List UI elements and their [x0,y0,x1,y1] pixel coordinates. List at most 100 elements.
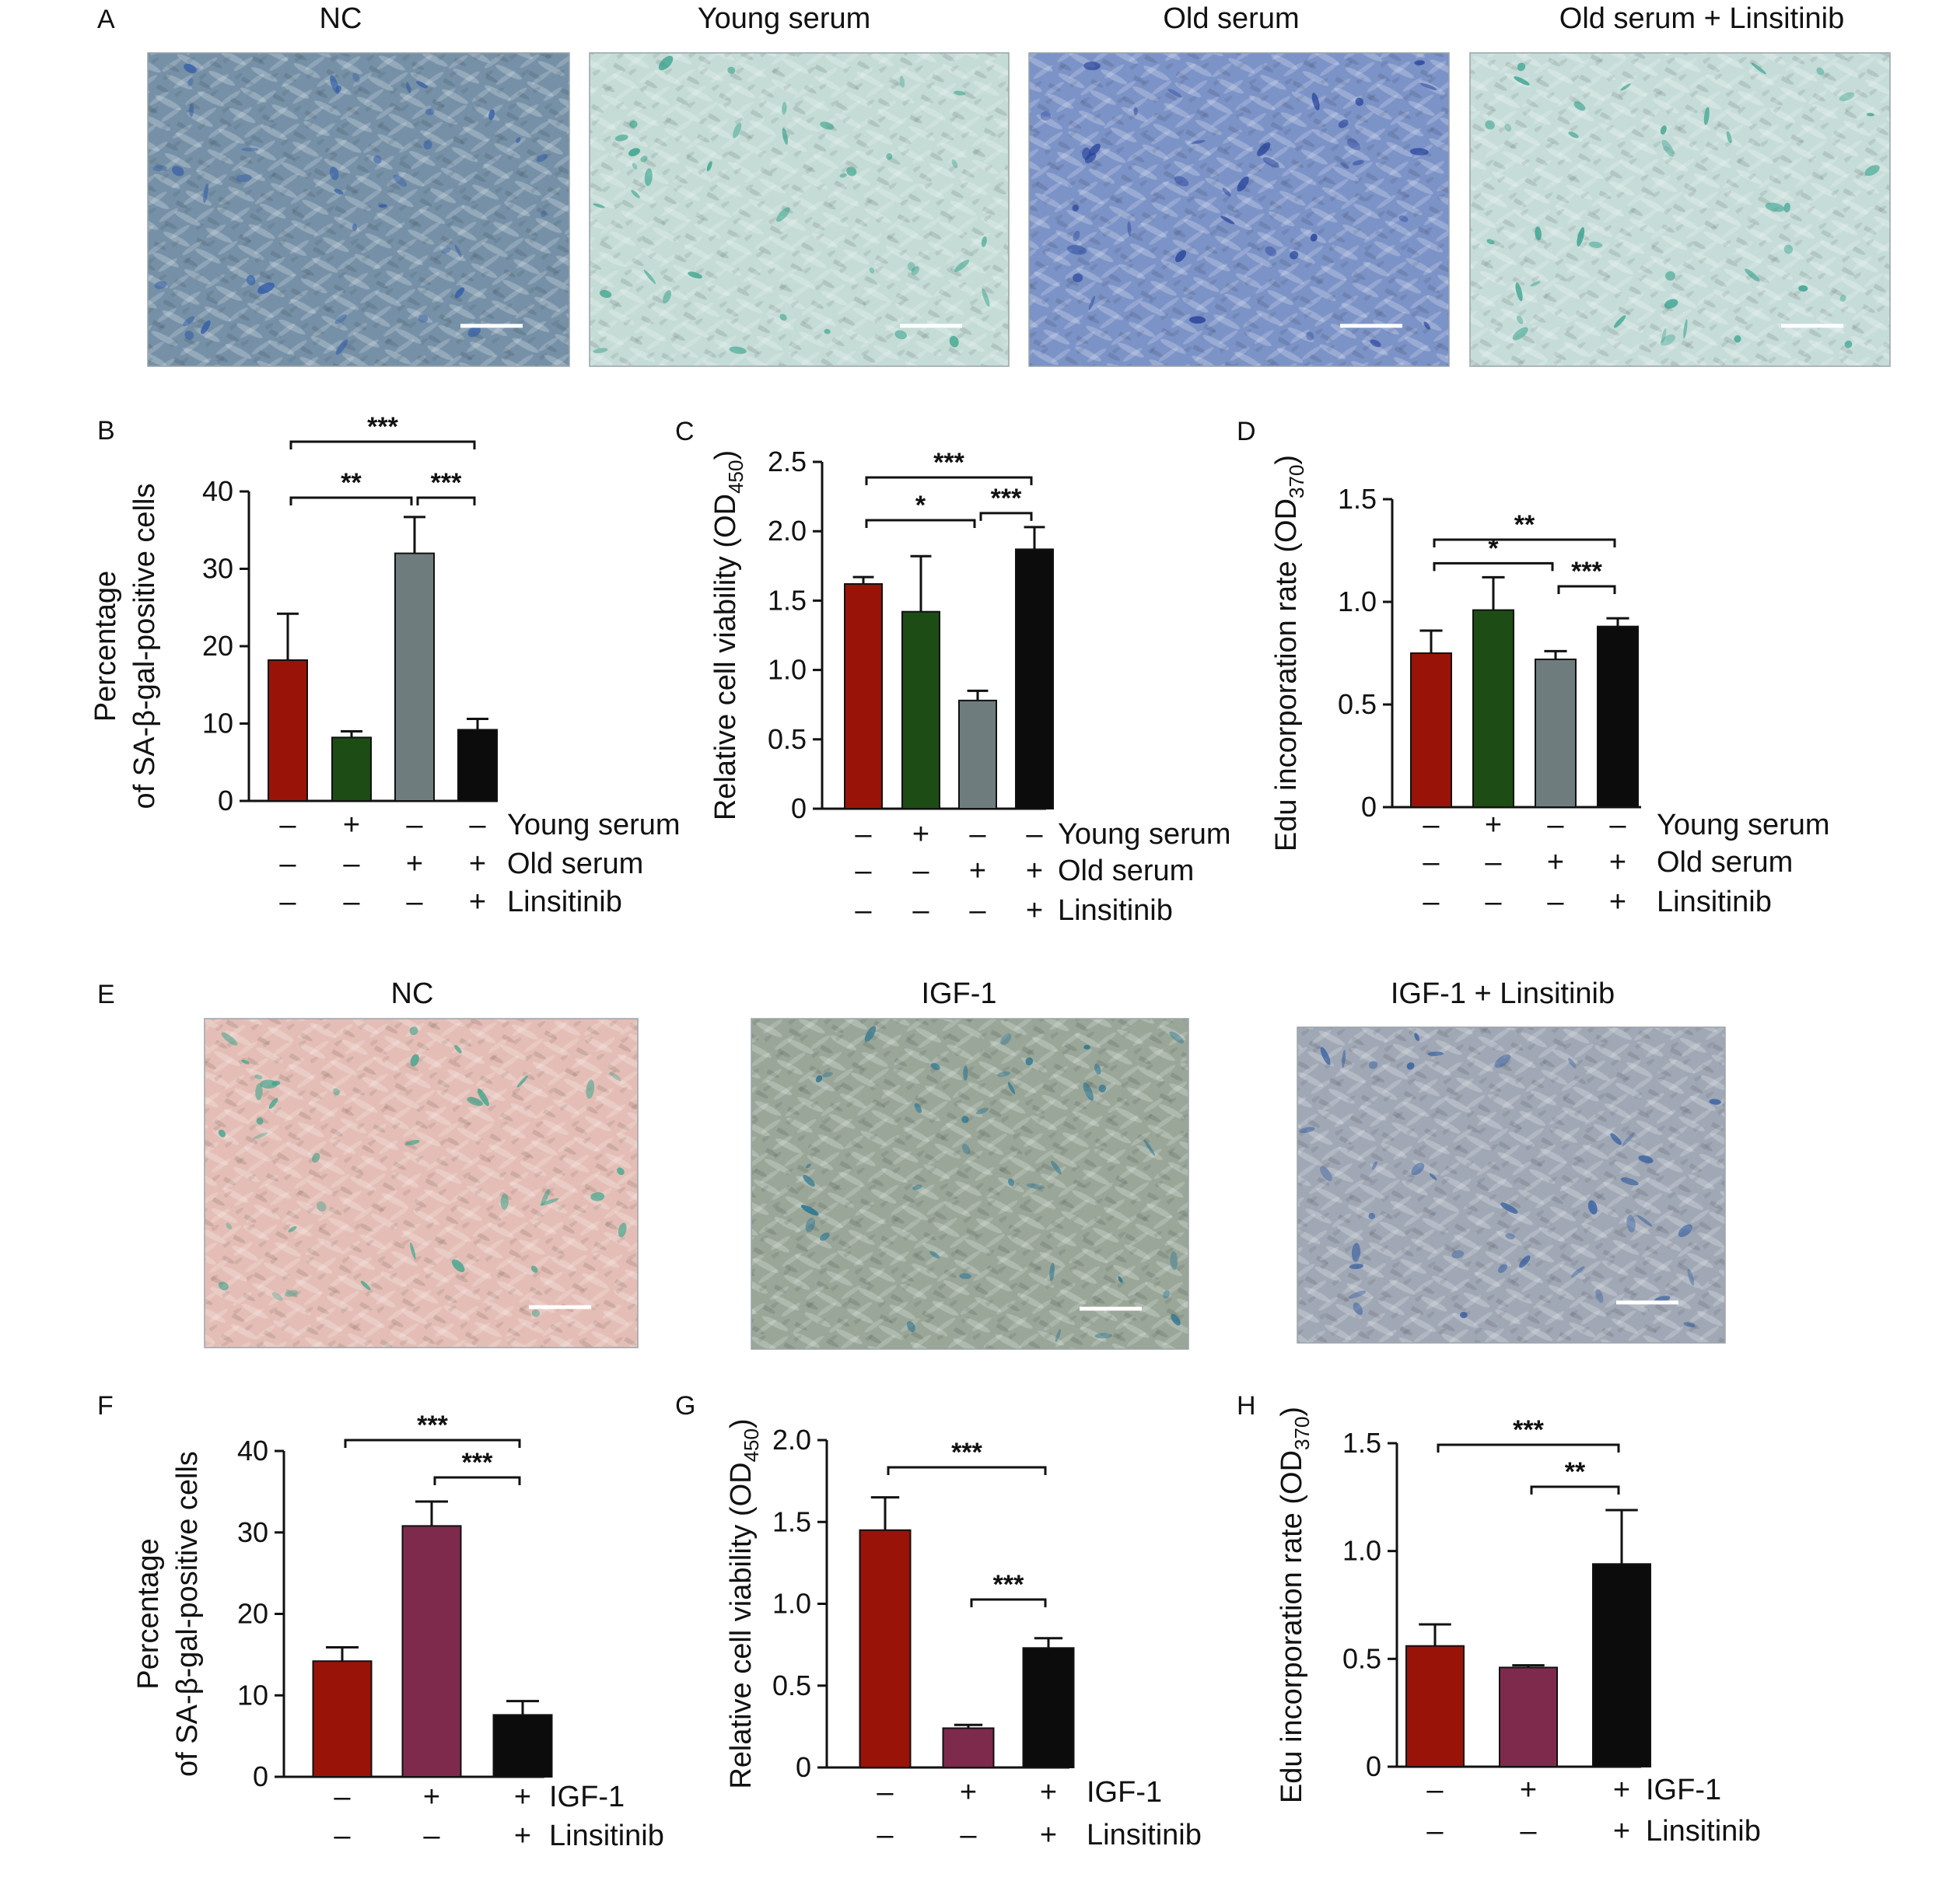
y-tick-label: 0.5 [772,1669,811,1701]
stained-cell [271,1080,281,1086]
stained-cell [1167,89,1182,98]
stained-cell [1083,1082,1094,1101]
condition-sign: – [343,886,360,918]
stained-cell [954,90,966,96]
condition-sign: + [1026,855,1043,887]
stained-cell [1262,157,1279,168]
stained-cell [906,1321,915,1332]
y-tick-label: 1.0 [1338,586,1377,617]
stained-cell [334,188,344,195]
stained-cell [981,236,987,247]
condition-sign: – [969,894,986,927]
y-tick-label: 0 [1366,1750,1381,1782]
stained-cell [241,1059,250,1065]
bar [268,659,308,802]
condition-sign: – [406,809,423,841]
condition-sign: – [1423,886,1440,918]
significance-label: * [915,491,926,520]
y-tick-label: 20 [202,630,233,662]
condition-sign: – [343,848,360,880]
stained-cell [1703,107,1710,125]
stained-cell [644,168,653,187]
significance-bracket [344,1439,521,1448]
stained-cell [599,289,612,299]
stained-cell [949,336,959,348]
stained-cell [733,122,742,138]
stained-cell [1025,1057,1034,1066]
stained-cell [516,137,521,143]
stained-cell [729,346,747,355]
panel-letter-G: G [675,1391,695,1421]
panel-letter-B: B [97,416,115,446]
significance-label: ** [1565,1457,1586,1487]
stained-cell [409,1026,418,1036]
stained-cell [632,163,638,170]
y-axis-label: of SA-β-gal-positive cells [128,484,161,809]
stained-cell [253,1132,268,1140]
y-axis-label-subscript: 370 [1285,465,1308,498]
stained-cell [779,313,787,321]
panel-letter-D: D [1237,417,1256,446]
y-tick-label: 10 [202,708,233,739]
stained-cell [1306,331,1314,341]
stained-cell [1620,83,1631,91]
stained-cell [776,207,790,222]
stained-cell [1299,1127,1315,1134]
stained-cell [631,190,640,198]
y-tick-label: 30 [237,1516,268,1548]
stained-cell [500,1194,509,1210]
stained-cell [1504,123,1512,132]
stained-cell [330,75,339,94]
condition-sign: – [1520,1815,1537,1848]
stained-cell [1340,162,1349,170]
stained-cell [982,288,990,307]
y-tick-label: 0 [253,1760,268,1792]
stained-cell [800,1204,819,1216]
condition-sign: + [1026,894,1043,927]
stained-cell [1398,215,1409,222]
significance-label: *** [367,412,398,442]
y-tick-label: 2.0 [772,1424,811,1456]
stained-cell [1765,202,1785,212]
stained-cell [1512,327,1528,341]
bar-chart-C: C 0 0.5 1.0 1.5 2.0 2.5 Relative cell viability… [675,417,1231,927]
stained-cell [609,1072,621,1082]
stained-cell [1514,76,1530,86]
stained-cell [1049,1262,1055,1281]
stained-cell [1665,271,1675,281]
stained-cell [1864,165,1880,177]
significance-bracket [865,519,976,528]
stained-cell [1320,1047,1331,1065]
micrograph-title: Young serum [698,2,871,35]
stained-cell [1839,92,1855,102]
stained-cell [961,1116,969,1124]
stained-cell [410,1054,419,1067]
micrograph-title: NC [320,2,362,35]
y-tick-label: 0 [791,792,807,824]
micrograph-image [589,52,1010,367]
condition-sign: – [912,855,929,887]
y-tick-label: 0.5 [1342,1642,1381,1674]
bar [394,552,435,802]
stained-cell [1535,226,1542,241]
condition-label: Old serum [1657,846,1793,879]
micrograph-image [751,1018,1189,1350]
condition-sign: – [855,855,872,887]
micrograph-border [1469,52,1891,367]
stained-cell [1683,1322,1696,1327]
micrograph-border [1028,52,1450,367]
stained-cell [1751,62,1766,75]
y-axis-label-text: Edu incorporation rate (OD [1270,498,1303,851]
stained-cell [929,1250,940,1259]
stained-cell [782,102,787,115]
stained-cell [425,108,435,116]
stained-cell [886,153,893,160]
significance-bracket [416,496,476,505]
stained-cell [241,147,259,152]
stained-cell [530,1265,538,1273]
bar [844,582,883,809]
stained-cell [1451,1250,1465,1259]
y-axis-label: Relative cell viability (OD450) [725,1418,763,1788]
stained-cell [1355,97,1364,107]
bar [859,1529,912,1769]
